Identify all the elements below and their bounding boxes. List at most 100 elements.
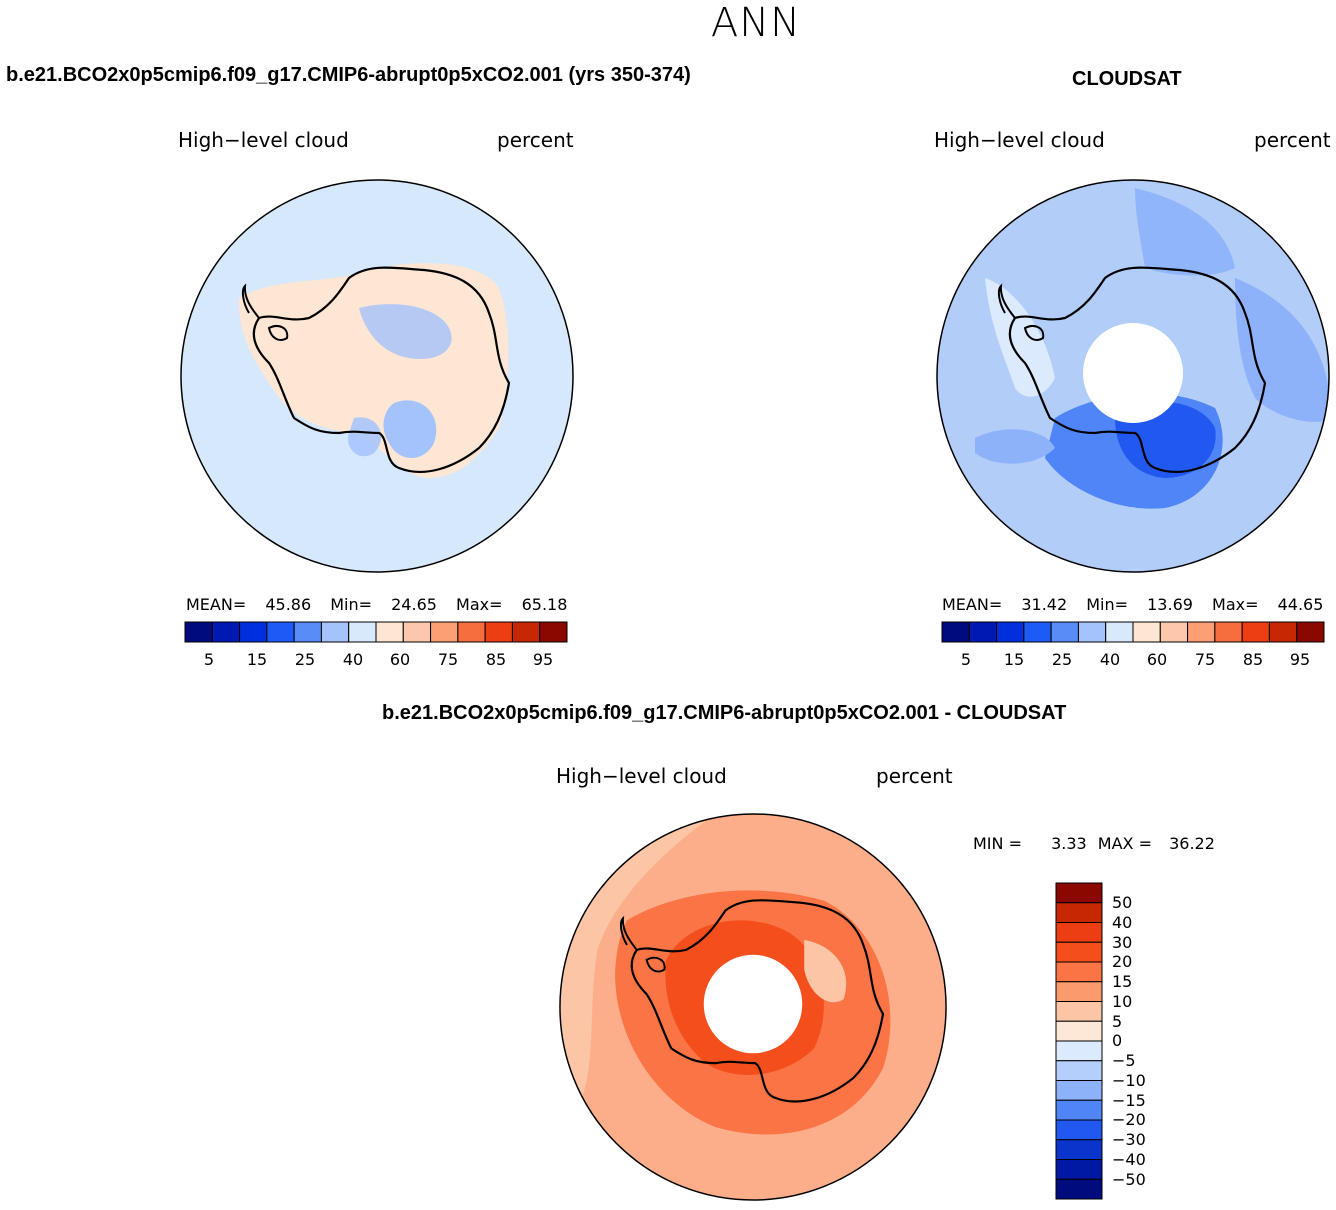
- colorbar-swatch: [968, 621, 998, 643]
- diff-tick: 10: [1112, 992, 1133, 1011]
- colorbar-swatch: [457, 621, 486, 643]
- colorbar-swatch: [1055, 882, 1103, 904]
- colorbar-swatch: [1055, 1060, 1103, 1081]
- obs-contour-east: [1235, 278, 1329, 422]
- diff-coastline: [630, 899, 885, 1103]
- obs-coastline: [1008, 266, 1267, 473]
- model-contour-blue-ross: [383, 400, 437, 458]
- obs-tick: 95: [1289, 650, 1311, 669]
- colorbar-swatch: [375, 621, 404, 643]
- diff-max-value: 36.22: [1169, 834, 1215, 853]
- model-tick: 95: [532, 650, 554, 669]
- colorbar-swatch: [1159, 621, 1189, 643]
- model-contour-blue-interior: [359, 304, 452, 359]
- diff-contour-light-patch: [804, 940, 847, 1003]
- colorbar-swatch: [1241, 621, 1270, 643]
- model-tick: 85: [485, 650, 507, 669]
- obs-max-label: Max=: [1212, 595, 1259, 614]
- obs-tick: 5: [960, 650, 972, 669]
- model-mean-value: 45.86: [265, 595, 312, 614]
- model-tick: 75: [437, 650, 459, 669]
- obs-min-value: 13.69: [1147, 595, 1193, 614]
- diff-tick: 15: [1112, 972, 1133, 991]
- obs-min-label: Min=: [1086, 595, 1129, 614]
- obs-mean-value: 31.42: [1021, 595, 1068, 614]
- obs-tick: 85: [1242, 650, 1264, 669]
- obs-colorbar-ticks: 5 15 25 40 60 75 85 95: [942, 650, 1324, 670]
- colorbar-swatch: [1055, 1159, 1103, 1180]
- model-contour-blue-west: [348, 417, 382, 457]
- model-min-value: 24.65: [391, 595, 437, 614]
- colorbar-swatch: [1055, 961, 1103, 983]
- diff-panel-title: b.e21.BCO2x0p5cmip6.f09_g17.CMIP6-abrupt…: [382, 702, 1067, 724]
- model-variable-label: High−level cloud: [178, 128, 349, 152]
- diff-tick: −40: [1112, 1150, 1146, 1169]
- obs-peninsula: [997, 283, 1045, 341]
- obs-contour-west-strip: [975, 429, 1055, 464]
- colorbar-swatch: [1268, 621, 1298, 643]
- model-coastline: [252, 266, 511, 473]
- colorbar-swatch: [402, 621, 432, 643]
- colorbar-swatch: [1055, 922, 1103, 943]
- diff-polar-map: [559, 813, 947, 1201]
- colorbar-swatch: [996, 621, 1025, 643]
- diff-colorbar-ticks: 50 40 30 20 15 10 5 0 −5 −10 −15 −20 −30…: [1112, 883, 1172, 1199]
- obs-tick: 25: [1051, 650, 1073, 669]
- colorbar-swatch: [1055, 1139, 1103, 1160]
- colorbar-swatch: [1055, 1040, 1103, 1062]
- colorbar-swatch: [1214, 621, 1243, 643]
- model-stats: MEAN= 45.86 Min= 24.65 Max= 65.18: [186, 595, 567, 614]
- colorbar-swatch: [266, 621, 295, 643]
- colorbar-swatch: [293, 621, 322, 643]
- obs-tick: 60: [1146, 650, 1168, 669]
- colorbar-swatch: [348, 621, 377, 643]
- model-max-value: 65.18: [521, 595, 568, 614]
- model-min-label: Min=: [330, 595, 373, 614]
- colorbar-swatch: [1055, 1020, 1103, 1042]
- obs-tick: 75: [1194, 650, 1216, 669]
- diff-min-label: MIN =: [973, 834, 1022, 853]
- model-tick: 25: [294, 650, 316, 669]
- colorbar-swatch: [1055, 1119, 1103, 1141]
- model-contour-warm-continent: [238, 263, 509, 478]
- diff-min-value: 3.33: [1051, 834, 1087, 853]
- model-peninsula: [241, 283, 289, 341]
- model-mean-label: MEAN=: [186, 595, 247, 614]
- colorbar-swatch: [1077, 621, 1107, 643]
- colorbar-swatch: [1187, 621, 1216, 643]
- diff-peninsula: [619, 915, 666, 973]
- obs-panel-title: CLOUDSAT: [1072, 68, 1182, 90]
- model-tick: 40: [342, 650, 364, 669]
- colorbar-swatch: [1132, 621, 1161, 643]
- colorbar-swatch: [1050, 621, 1079, 643]
- model-tick: 60: [389, 650, 411, 669]
- model-colorbar: [184, 621, 568, 643]
- obs-polar-map: [936, 179, 1330, 573]
- colorbar-swatch: [1055, 1001, 1103, 1022]
- season-title: ANN: [710, 0, 802, 46]
- diff-tick: −50: [1112, 1170, 1146, 1189]
- diff-units-label: percent: [876, 764, 953, 788]
- colorbar-swatch: [941, 621, 970, 643]
- obs-pole-hole: [1083, 323, 1183, 423]
- colorbar-swatch: [1055, 981, 1103, 1002]
- colorbar-swatch: [1055, 941, 1103, 963]
- obs-stats: MEAN= 31.42 Min= 13.69 Max= 44.65: [942, 595, 1323, 614]
- diff-tick: 0: [1112, 1031, 1123, 1050]
- model-polar-map: [180, 179, 574, 573]
- obs-mean-label: MEAN=: [942, 595, 1003, 614]
- diff-tick: 50: [1112, 893, 1133, 912]
- diff-tick: 20: [1112, 952, 1133, 971]
- obs-colorbar: [941, 621, 1325, 643]
- colorbar-swatch: [484, 621, 513, 643]
- colorbar-swatch: [239, 621, 268, 643]
- diff-variable-label: High−level cloud: [556, 764, 727, 788]
- diff-tick: 40: [1112, 913, 1133, 932]
- obs-tick: 15: [1003, 650, 1025, 669]
- obs-units-label: percent: [1254, 128, 1331, 152]
- colorbar-swatch: [1055, 1178, 1103, 1200]
- diff-tick: −30: [1112, 1130, 1146, 1149]
- model-panel-title: b.e21.BCO2x0p5cmip6.f09_g17.CMIP6-abrupt…: [6, 64, 691, 86]
- colorbar-swatch: [511, 621, 541, 643]
- colorbar-swatch: [320, 621, 350, 643]
